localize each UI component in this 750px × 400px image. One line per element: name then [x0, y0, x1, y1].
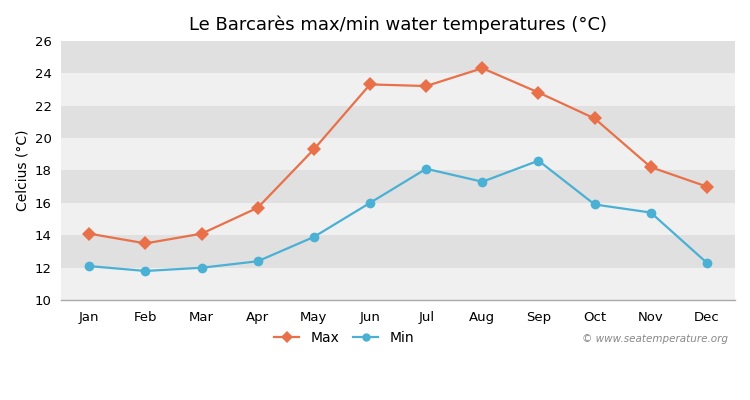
Max [85, 231, 94, 236]
Min [85, 264, 94, 268]
Bar [62, 268, 735, 300]
Min [197, 265, 206, 270]
Bar [62, 106, 735, 138]
Max [422, 84, 430, 88]
Max [646, 165, 656, 170]
Legend: Max, Min: Max, Min [269, 325, 419, 350]
Min [422, 166, 430, 171]
Text: © www.seatemperature.org: © www.seatemperature.org [582, 334, 728, 344]
Min [365, 200, 374, 205]
Max [534, 90, 543, 95]
Line: Max: Max [85, 63, 712, 248]
Min [646, 210, 656, 215]
Bar [62, 73, 735, 106]
Bar [62, 138, 735, 170]
Bar [62, 170, 735, 203]
Min [141, 268, 150, 273]
Bar [62, 41, 735, 73]
Max [141, 241, 150, 246]
Max [703, 184, 712, 189]
Max [478, 66, 487, 70]
Bar [62, 203, 735, 235]
Min [590, 202, 599, 207]
Min [310, 234, 319, 239]
Max [365, 82, 374, 87]
Max [590, 116, 599, 121]
Min [534, 158, 543, 163]
Y-axis label: Celcius (°C): Celcius (°C) [15, 130, 29, 211]
Bar [62, 235, 735, 268]
Title: Le Barcarès max/min water temperatures (°C): Le Barcarès max/min water temperatures (… [189, 15, 608, 34]
Max [197, 231, 206, 236]
Min [254, 259, 262, 264]
Min [703, 260, 712, 265]
Line: Min: Min [85, 156, 712, 276]
Min [478, 179, 487, 184]
Max [310, 147, 319, 152]
Max [254, 205, 262, 210]
